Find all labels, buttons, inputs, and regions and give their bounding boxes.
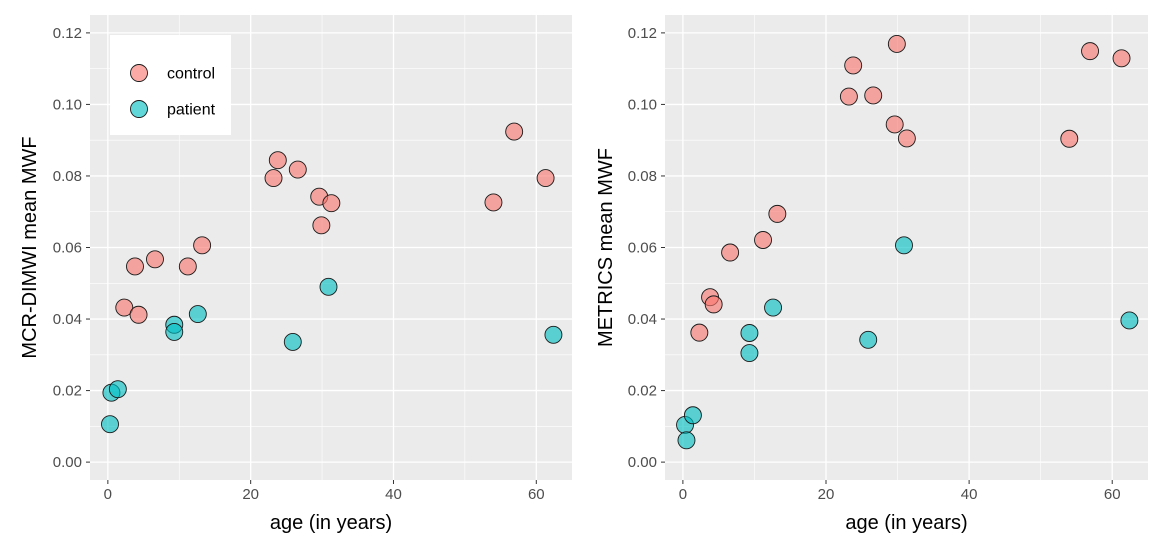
right-point-patient <box>740 344 759 362</box>
legend-label-control: control <box>167 66 215 83</box>
left-point-control <box>129 305 148 324</box>
right-point-control <box>887 35 906 53</box>
right-point-patient <box>764 298 782 317</box>
left-point-control <box>126 257 144 276</box>
right-point-control <box>721 243 740 262</box>
right-y-tick-label: 0.02 <box>628 383 657 400</box>
left-point-control <box>536 169 555 188</box>
left-point-control <box>288 160 307 179</box>
right-point-patient <box>895 236 913 255</box>
left-y-tick-label: 0.02 <box>53 383 82 400</box>
chart-metrics: 0 20 40 60 0.00 0.02 0.04 0.06 0.08 0.10 0.12 age (… <box>595 15 1148 534</box>
left-point-control <box>193 236 212 255</box>
right-point-control <box>1112 49 1131 68</box>
right-y-tick-label: 0.10 <box>628 96 657 113</box>
right-point-control <box>897 129 916 148</box>
left-point-control <box>115 298 134 317</box>
legend-key-control <box>130 64 148 82</box>
left-point-control <box>178 257 197 276</box>
right-x-tick-label: 0 <box>679 486 687 503</box>
left-point-patient <box>283 332 302 351</box>
right-point-patient <box>859 330 878 349</box>
legend-key-patient <box>130 100 148 118</box>
left-legend-box <box>110 35 231 135</box>
right-point-control <box>754 231 772 249</box>
left-point-patient <box>101 415 119 434</box>
left-y-tick-label: 0.00 <box>53 454 82 471</box>
right-point-patient <box>740 324 759 342</box>
right-x-tick-label: 40 <box>961 486 978 503</box>
right-y-tick-label: 0.06 <box>628 240 657 257</box>
right-point-control <box>844 56 863 75</box>
right-point-control <box>690 323 709 342</box>
right-point-patient <box>677 431 696 450</box>
left-y-axis-title: MCR-DIMWI mean MWF <box>19 136 41 358</box>
right-point-control <box>839 87 858 106</box>
left-x-tick-label: 20 <box>242 486 259 503</box>
left-point-control <box>146 250 164 269</box>
left-x-tick-label: 40 <box>385 486 402 503</box>
left-point-control <box>484 193 503 212</box>
right-y-axis-title: METRICS mean MWF <box>595 148 617 347</box>
right-point-control <box>768 204 787 223</box>
right-x-axis-title: age (in years) <box>845 512 967 534</box>
right-point-control <box>1060 129 1079 148</box>
left-x-tick-label: 0 <box>104 486 112 503</box>
left-point-control <box>322 194 341 213</box>
left-point-patient <box>319 277 338 296</box>
chart-mcr-dimwi: 0 20 40 60 0.00 0.02 0.04 0.06 0.08 0.10 0.12 age (… <box>19 15 572 534</box>
left-y-tick-label: 0.08 <box>53 168 82 185</box>
legend-label-patient: patient <box>167 102 216 119</box>
right-y-tick-label: 0.00 <box>628 454 657 471</box>
right-point-control <box>1081 42 1099 61</box>
left-y-tick-label: 0.10 <box>53 96 82 113</box>
left-point-control <box>268 151 287 170</box>
right-y-tick-label: 0.08 <box>628 168 657 185</box>
left-point-patient <box>188 305 207 323</box>
right-y-tick-label: 0.12 <box>628 25 657 42</box>
right-point-patient <box>683 406 702 425</box>
left-point-control <box>312 216 331 235</box>
left-x-tick-label: 60 <box>528 486 545 503</box>
left-point-patient <box>108 380 127 399</box>
left-point-patient <box>544 325 563 344</box>
left-point-control <box>505 122 524 141</box>
left-y-tick-label: 0.06 <box>53 240 82 257</box>
right-point-control <box>864 86 883 105</box>
right-point-patient <box>1120 311 1139 330</box>
left-point-control <box>264 169 283 188</box>
left-y-tick-label: 0.12 <box>53 25 82 42</box>
right-x-tick-label: 60 <box>1104 486 1121 503</box>
right-x-tick-label: 20 <box>818 486 835 503</box>
left-y-tick-label: 0.04 <box>53 311 82 328</box>
left-point-patient <box>165 322 184 341</box>
left-x-axis-title: age (in years) <box>270 512 392 534</box>
right-y-tick-label: 0.04 <box>628 311 657 328</box>
right-point-control <box>704 295 723 314</box>
right-point-control <box>885 115 904 134</box>
